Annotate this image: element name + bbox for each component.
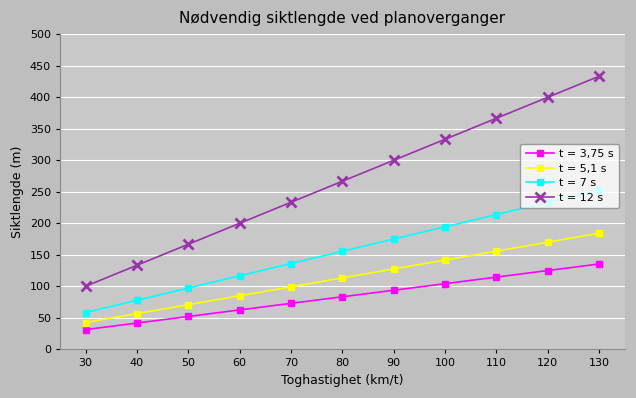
Line: t = 7 s: t = 7 s	[82, 187, 603, 316]
t = 7 s	[595, 187, 603, 192]
t = 5,1 s	[595, 231, 603, 236]
t = 5,1 s	[287, 285, 295, 289]
t = 3,75 s	[236, 308, 244, 312]
t = 7 s	[390, 237, 398, 242]
t = 12 s	[236, 221, 244, 226]
t = 3,75 s	[493, 275, 501, 279]
t = 12 s	[390, 158, 398, 163]
t = 5,1 s	[133, 311, 141, 316]
t = 12 s	[287, 200, 295, 205]
t = 5,1 s	[493, 249, 501, 254]
t = 5,1 s	[390, 267, 398, 271]
t = 3,75 s	[441, 281, 449, 286]
t = 7 s	[236, 273, 244, 278]
t = 3,75 s	[338, 295, 346, 299]
t = 7 s	[81, 310, 89, 315]
t = 3,75 s	[287, 301, 295, 306]
Y-axis label: Siktlengde (m): Siktlengde (m)	[11, 146, 24, 238]
t = 12 s	[441, 137, 449, 142]
t = 7 s	[287, 261, 295, 266]
t = 5,1 s	[338, 275, 346, 280]
t = 5,1 s	[184, 302, 192, 307]
t = 3,75 s	[595, 261, 603, 266]
t = 7 s	[133, 298, 141, 303]
t = 3,75 s	[133, 321, 141, 326]
Line: t = 12 s: t = 12 s	[81, 71, 604, 291]
t = 12 s	[338, 179, 346, 183]
t = 12 s	[595, 74, 603, 79]
t = 12 s	[544, 95, 551, 100]
t = 3,75 s	[390, 288, 398, 293]
t = 12 s	[133, 263, 141, 268]
t = 12 s	[184, 242, 192, 247]
t = 12 s	[493, 116, 501, 121]
t = 7 s	[441, 224, 449, 229]
t = 5,1 s	[236, 293, 244, 298]
Legend: t = 3,75 s, t = 5,1 s, t = 7 s, t = 12 s: t = 3,75 s, t = 5,1 s, t = 7 s, t = 12 s	[520, 144, 619, 208]
t = 5,1 s	[441, 258, 449, 262]
t = 3,75 s	[81, 327, 89, 332]
t = 7 s	[493, 212, 501, 217]
Line: t = 5,1 s: t = 5,1 s	[82, 230, 603, 326]
t = 7 s	[544, 200, 551, 205]
t = 7 s	[338, 249, 346, 254]
t = 5,1 s	[544, 240, 551, 244]
t = 7 s	[184, 286, 192, 291]
t = 3,75 s	[184, 314, 192, 319]
Line: t = 3,75 s: t = 3,75 s	[82, 261, 603, 333]
Title: Nødvendig siktlengde ved planoverganger: Nødvendig siktlengde ved planoverganger	[179, 11, 506, 26]
t = 5,1 s	[81, 320, 89, 325]
t = 12 s	[81, 284, 89, 289]
X-axis label: Toghastighet (km/t): Toghastighet (km/t)	[281, 374, 404, 387]
t = 3,75 s	[544, 268, 551, 273]
